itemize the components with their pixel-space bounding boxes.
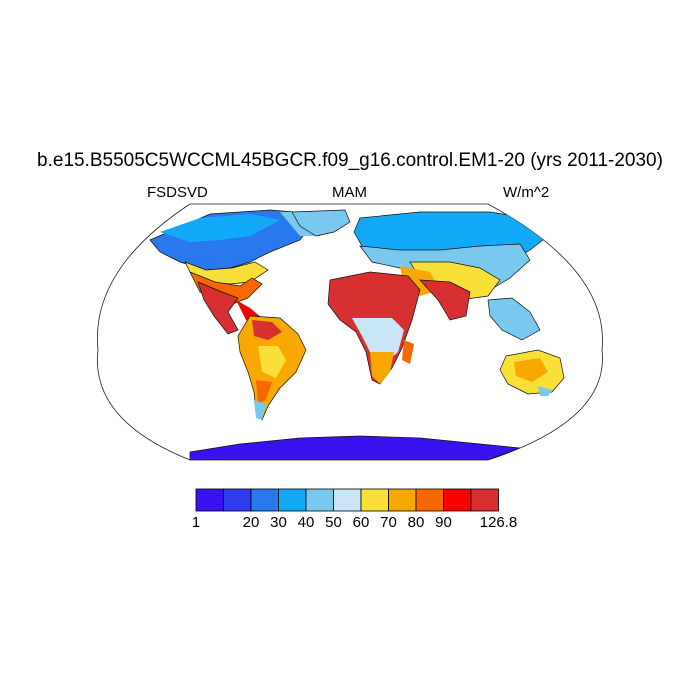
colorbar-swatch <box>360 488 389 512</box>
colorbar-swatch <box>388 488 417 512</box>
map-title: b.e15.B5505C5WCCML45BGCR.f09_g16.control… <box>37 150 663 171</box>
southeast-asia-region <box>487 297 541 341</box>
colorbar-tick-label: 20 <box>242 514 260 531</box>
greenland-region <box>291 209 351 237</box>
colorbar-tick-label: 90 <box>435 514 452 531</box>
colorbar-swatch <box>195 488 224 512</box>
colorbar-tick-label: 80 <box>407 514 425 531</box>
colorbar-tick-label: 126.8 <box>479 514 518 531</box>
units-label: W/m^2 <box>503 184 550 201</box>
colorbar-swatch <box>223 488 252 512</box>
colorbar-swatch <box>415 488 444 512</box>
eurasia-region <box>353 211 549 321</box>
colorbar-tick-label: 1 <box>191 514 201 531</box>
colorbar-swatch <box>305 488 334 512</box>
colorbar-tick-label: 30 <box>270 514 287 531</box>
antarctica-region <box>189 435 521 460</box>
colorbar-swatch <box>333 488 362 512</box>
colorbar-swatch <box>278 488 307 512</box>
colorbar-swatch <box>250 488 279 512</box>
variable-label: FSDSVD <box>147 184 208 201</box>
colorbar-tick-label: 50 <box>325 514 342 531</box>
colorbar-tick-label: 60 <box>352 514 370 531</box>
colorbar-tick-label: 40 <box>297 514 315 531</box>
colorbar-swatch <box>443 488 472 512</box>
australia-region <box>499 349 565 396</box>
colorbar-tick-label: 70 <box>380 514 397 531</box>
colorbar-swatch <box>470 488 499 512</box>
south-america-region <box>237 315 307 421</box>
africa-region <box>327 271 421 385</box>
season-label: MAM <box>332 184 367 201</box>
